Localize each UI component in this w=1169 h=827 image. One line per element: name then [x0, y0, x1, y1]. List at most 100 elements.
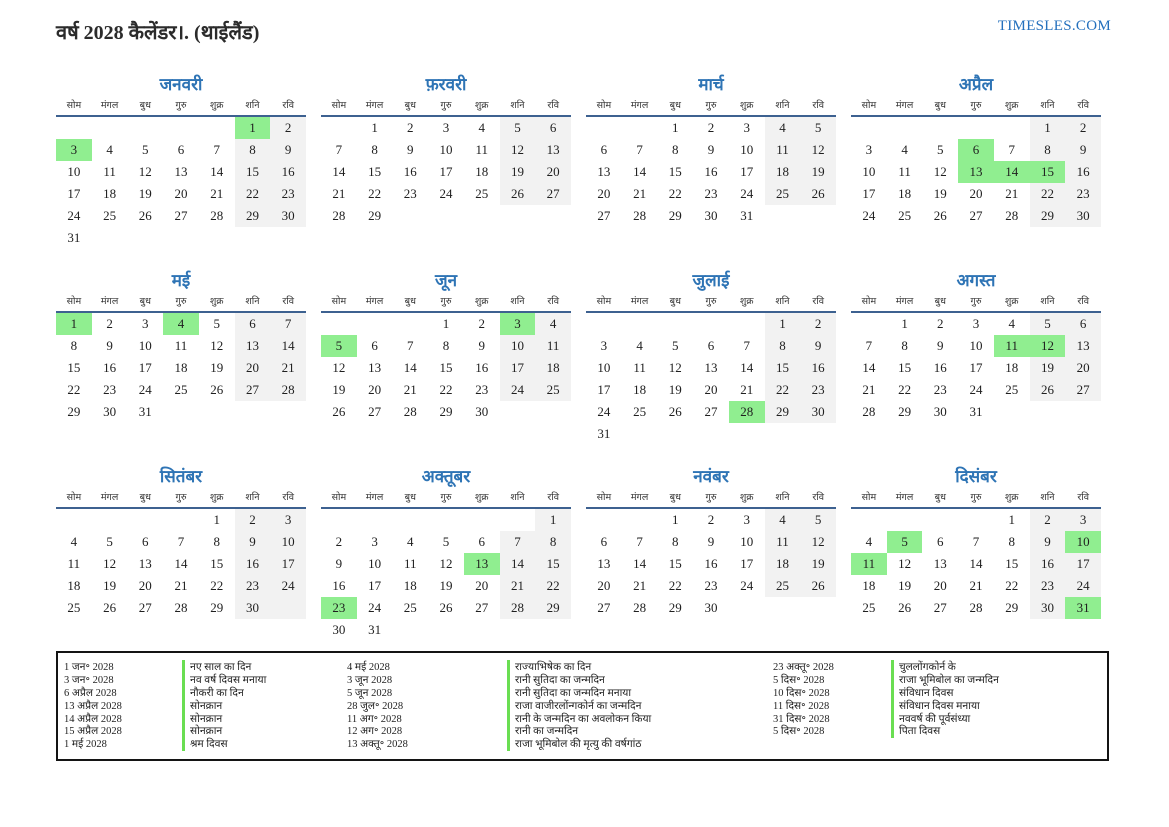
legend-row: 28 जुल॰ 2028 राजा वाजीरलोंन्गकोर्न का जन्…: [347, 698, 773, 713]
legend-holiday-name: राज्याभिषेक का दिन: [507, 660, 773, 675]
legend-date: 11 अग॰ 2028: [347, 713, 402, 725]
weekday-label: शुक्र: [1004, 493, 1019, 503]
day-cell: 11: [764, 531, 801, 553]
weekday-label: गुरु: [705, 101, 717, 111]
weekday-header-row: सोम मंगल बुध गुरु शुक्र शनि रवि: [56, 491, 306, 509]
weekday-label: शुक्र: [739, 297, 754, 307]
day-cell: 20: [597, 186, 611, 201]
day-cell: 5: [1029, 313, 1066, 335]
day-cell: 3: [865, 142, 873, 157]
day-cell: 9: [937, 338, 944, 353]
day-cell: 11: [174, 338, 188, 353]
day-cell: [535, 619, 571, 641]
day-cell: 1: [672, 120, 679, 135]
day-cell: 10: [969, 338, 983, 353]
day-cell: 15: [535, 553, 572, 575]
day-cell: 19: [668, 382, 682, 397]
day-cell: 8: [234, 139, 271, 161]
day-cell: 27: [475, 600, 489, 615]
week-row: 19 20 21 22 23 24 25: [321, 379, 572, 401]
day-cell: 6: [937, 534, 944, 549]
day-cell: 29: [368, 208, 382, 223]
day-cell: 1: [442, 316, 450, 331]
day-cell: 18: [862, 578, 876, 593]
week-row: 28 29 30 31: [851, 401, 1101, 423]
day-cell: 12: [898, 556, 912, 571]
day-cell: 5: [499, 117, 536, 139]
day-cell: 23: [403, 186, 417, 201]
day-cell: 8: [764, 335, 801, 357]
weekday-label: शुक्र: [474, 493, 489, 503]
day-cell: 24: [740, 578, 754, 593]
day-cell: 15: [368, 164, 382, 179]
legend-holiday-name: रानी सुतिदा का जन्मदिन: [507, 673, 773, 688]
day-cell: 9: [335, 556, 343, 571]
week-row: 31: [56, 227, 306, 249]
day-cell: [321, 509, 357, 531]
legend-date: 5 जून 2028: [347, 688, 393, 699]
legend-holiday-name: सोनक्रान: [182, 711, 347, 726]
day-cell: [800, 423, 836, 445]
day-cell: 7: [636, 534, 643, 549]
week-row: 16 17 18 19 20 21 22: [321, 575, 572, 597]
day-cell: 27: [933, 600, 947, 615]
site-link[interactable]: TIMESLES.COM: [997, 18, 1111, 34]
day-cell: 15: [668, 556, 682, 571]
legend-row: 1 मई 2028 श्रम दिवस: [64, 737, 347, 752]
weekday-label: बुध: [139, 101, 151, 111]
week-row: 13 14 15 16 17 18 19: [586, 553, 837, 575]
day-cell: 23: [475, 382, 489, 397]
day-cell: 2: [335, 534, 343, 549]
weekday-label: सोम: [861, 101, 877, 111]
day-cell: 18: [475, 164, 489, 179]
day-cell: [958, 509, 994, 531]
day-cell: 9: [478, 338, 485, 353]
day-cell: 10: [439, 142, 453, 157]
day-cell: 3: [142, 316, 149, 331]
day-cell: 7: [636, 142, 643, 157]
day-cell: 4: [865, 534, 873, 549]
day-cell: 17: [499, 357, 536, 379]
week-row: 8 9 10 11 12 13 14: [56, 335, 307, 357]
day-cell: 17: [67, 186, 81, 201]
day-cell: [622, 117, 658, 139]
day-cell: [235, 401, 271, 423]
day-cell: 28: [403, 404, 417, 419]
day-cell: 12: [933, 164, 947, 179]
day-cell: [127, 117, 163, 139]
day-cell: 15: [668, 164, 682, 179]
day-cell: 7: [865, 338, 873, 353]
weekday-label: सोम: [596, 493, 612, 503]
legend-date: 1 जन॰ 2028: [64, 662, 114, 674]
day-cell: 9: [270, 139, 307, 161]
legend-holiday-name: सोनक्रान: [182, 698, 347, 713]
weekday-label: शुक्र: [739, 493, 754, 503]
week-row: 24 25 26 27 28 29 30: [586, 401, 837, 423]
day-cell: 6: [707, 338, 715, 353]
day-cell: 24: [969, 382, 983, 397]
day-cell: [586, 313, 622, 335]
weekday-header-row: सोम मंगल बुध गुरु शुक्र शनि रवि: [321, 295, 571, 313]
day-cell: 1: [371, 120, 378, 135]
weekday-header-row: सोम मंगल बुध गुरु शुक्र शनि रवि: [851, 295, 1101, 313]
day-cell: [922, 117, 958, 139]
day-cell: 9: [234, 531, 271, 553]
month-july: जुलाई सोम मंगल बुध गुरु शुक्र शनि रवि 1 2 3 4 5 6 7 8 9 1…: [586, 269, 837, 445]
weekday-label: मंगल: [895, 297, 914, 307]
day-cell: 28: [633, 208, 647, 223]
day-cell: [357, 313, 393, 335]
legend-holiday-name: सोनक्रान: [182, 724, 347, 739]
weekday-label: गुरु: [175, 101, 187, 111]
legend-row: 13 अक्तू॰ 2028 राजा भूमिबोल की मृत्यु की …: [347, 737, 773, 752]
day-cell: 18: [764, 161, 801, 183]
day-cell: 14: [332, 164, 346, 179]
day-cell: [535, 205, 571, 227]
day-cell: [464, 205, 500, 227]
day-cell: [92, 227, 128, 249]
weekday-label: शुक्र: [474, 101, 489, 111]
day-cell: 5: [213, 316, 220, 331]
weekday-label: सोम: [331, 101, 347, 111]
